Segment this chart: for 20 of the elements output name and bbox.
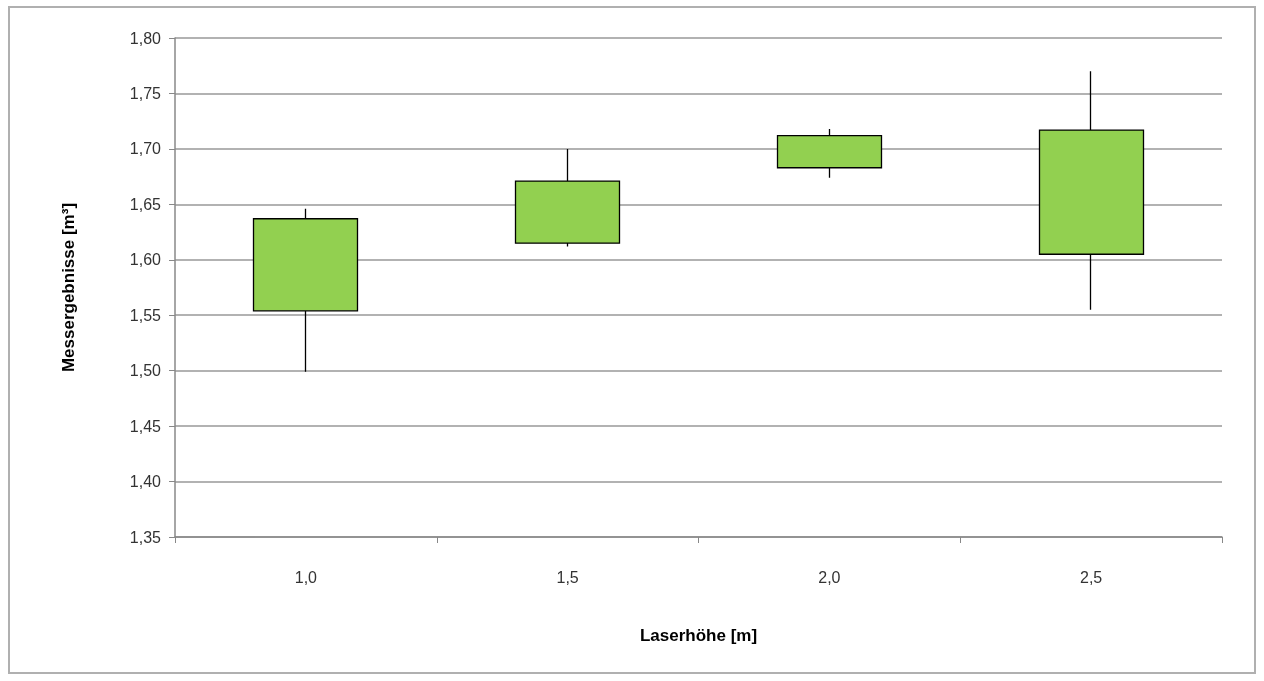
y-tick-label: 1,55 bbox=[129, 306, 162, 324]
x-tick-label: 2,0 bbox=[818, 568, 841, 586]
candlestick bbox=[1038, 70, 1145, 311]
x-tick-label: 1,5 bbox=[556, 568, 579, 586]
candlestick bbox=[514, 148, 621, 248]
candlestick bbox=[776, 128, 883, 179]
x-tick-label: 2,5 bbox=[1080, 568, 1103, 586]
x-tick-label: 1,0 bbox=[294, 568, 318, 586]
y-tick-label: 1,50 bbox=[129, 362, 162, 380]
y-tick-label: 1,40 bbox=[129, 473, 162, 491]
y-tick-label: 1,65 bbox=[129, 195, 162, 213]
candlestick bbox=[252, 208, 359, 373]
y-tick-label: 1,35 bbox=[129, 528, 162, 546]
y-tick-label: 1,45 bbox=[129, 417, 162, 435]
y-tick-label: 1,80 bbox=[129, 29, 162, 47]
y-tick-label: 1,70 bbox=[129, 140, 162, 158]
y-tick-label: 1,60 bbox=[129, 251, 162, 269]
y-tick-label: 1,75 bbox=[129, 84, 162, 102]
y-axis-title: Messergebnisse [m³] bbox=[59, 202, 78, 373]
x-axis-title: Laserhöhe [m] bbox=[639, 626, 758, 645]
